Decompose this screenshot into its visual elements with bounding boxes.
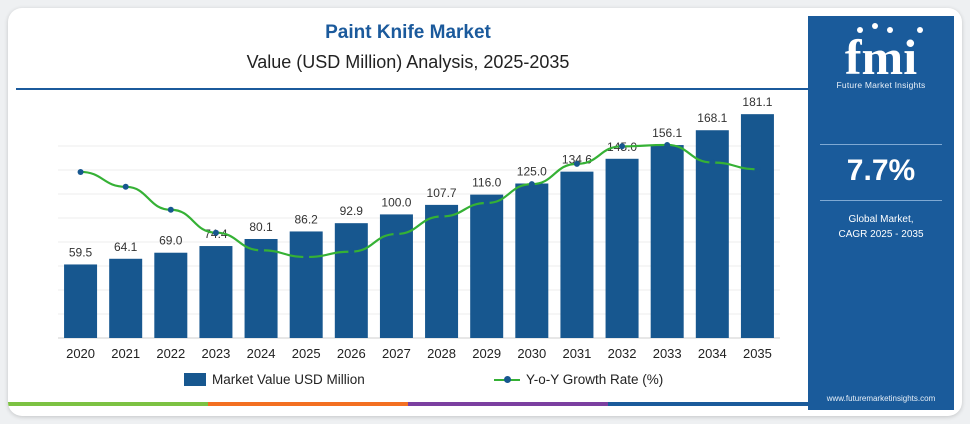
- bar-value-label: 116.0: [472, 176, 501, 190]
- chart-plot: 59.5202064.1202169.0202274.4202380.12024…: [58, 95, 780, 361]
- x-tick-label: 2030: [517, 346, 546, 361]
- bar: [470, 194, 504, 338]
- growth-point: [258, 247, 265, 254]
- x-tick-label: 2029: [472, 346, 501, 361]
- bar-value-label: 156.1: [652, 126, 682, 140]
- chart-card: Paint Knife Market Value (USD Million) A…: [8, 8, 962, 416]
- growth-point: [167, 206, 174, 213]
- bar-value-label: 168.1: [697, 111, 727, 125]
- growth-point: [212, 229, 219, 236]
- cagr-caption-line2: CAGR 2025 - 2035: [838, 229, 924, 240]
- bar-value-label: 59.5: [69, 245, 93, 259]
- x-tick-label: 2021: [111, 346, 140, 361]
- strip-segment: [8, 402, 208, 406]
- cagr-caption: Global Market, CAGR 2025 - 2035: [808, 212, 954, 242]
- growth-point: [77, 168, 84, 175]
- x-tick-label: 2034: [698, 346, 727, 361]
- x-tick-label: 2022: [156, 346, 185, 361]
- growth-point: [483, 200, 490, 206]
- growth-point: [122, 183, 129, 190]
- legend-bar-item: Market Value USD Million: [184, 372, 365, 387]
- bar-value-label: 181.1: [742, 95, 772, 109]
- bar-value-label: 125.0: [517, 165, 547, 179]
- website-link[interactable]: www.futuremarketinsights.com: [826, 394, 936, 403]
- bar-value-label: 80.1: [249, 220, 273, 234]
- header-rule: [16, 88, 808, 90]
- growth-point: [754, 166, 761, 173]
- bar: [515, 183, 549, 338]
- bar: [740, 114, 774, 338]
- growth-point: [709, 159, 716, 166]
- cagr-value: 7.7%: [846, 154, 916, 187]
- legend-line-swatch: [494, 375, 520, 383]
- x-tick-label: 2024: [247, 346, 276, 361]
- growth-point: [573, 160, 580, 167]
- chart-title: Paint Knife Market: [325, 22, 491, 43]
- legend-bar-swatch: [184, 373, 206, 386]
- bar-value-label: 64.1: [114, 240, 138, 254]
- legend-bar-label: Market Value USD Million: [212, 372, 365, 387]
- bar: [154, 252, 188, 338]
- panel-divider: [820, 144, 942, 145]
- growth-point: [393, 231, 400, 238]
- growth-point: [619, 143, 626, 150]
- x-tick-label: 2027: [382, 346, 411, 361]
- bar-value-label: 107.7: [427, 186, 457, 200]
- bar: [605, 158, 639, 338]
- growth-point: [438, 213, 445, 220]
- fmi-logo-caption: Future Market Insights: [836, 80, 926, 90]
- panel-divider: [820, 200, 942, 201]
- strip-segment: [608, 402, 808, 406]
- strip-segment: [208, 402, 408, 406]
- brand-panel: fmi Future Market Insights 7.7% Global M…: [808, 16, 954, 410]
- legend-line-item: Y-o-Y Growth Rate (%): [494, 372, 663, 387]
- chart-legend: Market Value USD Million Y-o-Y Growth Ra…: [8, 370, 808, 392]
- chart-subtitle: Value (USD Million) Analysis, 2025-2035: [246, 52, 570, 72]
- x-tick-label: 2031: [562, 346, 591, 361]
- bar-value-label: 100.0: [381, 195, 411, 209]
- x-tick-label: 2026: [337, 346, 366, 361]
- x-tick-label: 2032: [608, 346, 637, 361]
- bar: [109, 258, 143, 338]
- bar: [64, 264, 98, 338]
- bar: [650, 145, 684, 338]
- growth-point: [348, 248, 355, 255]
- chart-header: Paint Knife Market Value (USD Million) A…: [8, 8, 808, 90]
- strip-segment: [408, 402, 608, 406]
- x-tick-label: 2033: [653, 346, 682, 361]
- bar-value-label: 92.9: [340, 204, 364, 218]
- fmi-logo-text: fmi: [845, 29, 917, 85]
- bar-value-label: 69.0: [159, 234, 183, 248]
- bar: [289, 231, 323, 338]
- x-tick-label: 2025: [292, 346, 321, 361]
- bar: [560, 171, 594, 338]
- growth-point: [664, 141, 671, 148]
- x-tick-label: 2028: [427, 346, 456, 361]
- x-tick-label: 2023: [201, 346, 230, 361]
- bar: [334, 223, 368, 338]
- growth-line: [80, 143, 758, 259]
- x-tick-label: 2020: [66, 346, 95, 361]
- legend-line-label: Y-o-Y Growth Rate (%): [526, 372, 664, 387]
- x-tick-label: 2035: [743, 346, 772, 361]
- bar-value-label: 86.2: [295, 212, 319, 226]
- bar: [425, 204, 459, 338]
- bar: [199, 246, 233, 338]
- fmi-logo: fmi: [845, 23, 923, 85]
- bar: [244, 238, 278, 338]
- cagr-caption-line1: Global Market,: [848, 214, 914, 225]
- growth-point: [528, 181, 535, 188]
- growth-point: [303, 254, 310, 260]
